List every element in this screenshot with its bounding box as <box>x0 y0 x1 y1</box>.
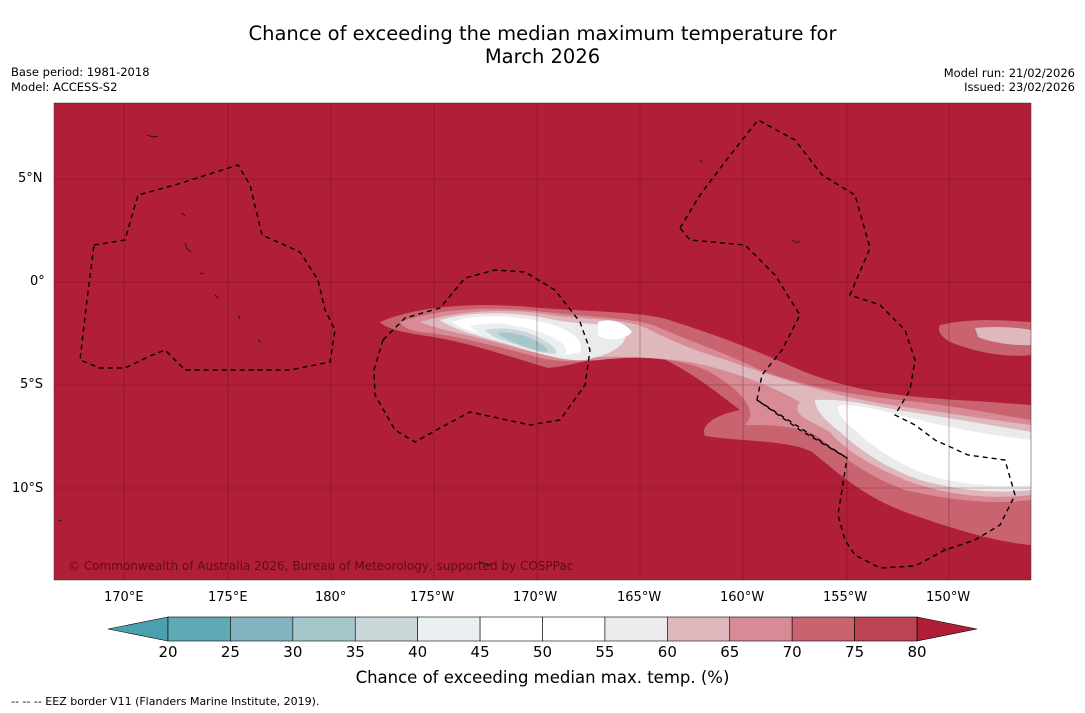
colorbar-tick-label: 65 <box>720 643 740 661</box>
contour-patch-ne-inner <box>975 326 1031 346</box>
lon-label-170w: 170°W <box>513 590 558 605</box>
graticule <box>54 103 1031 580</box>
colorbar-over-arrow <box>916 616 978 642</box>
eez-tuvalu <box>79 164 336 371</box>
eez-kiribati-line <box>679 119 1016 569</box>
colorbar-tick-label: 70 <box>782 643 802 661</box>
colorbar-swatch <box>230 616 294 642</box>
island <box>184 242 192 253</box>
eez-legend: -- -- -- EEZ border V11 (Flanders Marine… <box>11 695 320 708</box>
eez-kiribati-phoenix <box>373 269 591 443</box>
colorbar-tick-label: 25 <box>220 643 240 661</box>
contour-65 <box>380 305 1031 545</box>
lat-label-0: 0° <box>30 274 45 289</box>
island <box>237 314 241 320</box>
colorbar-swatch <box>729 616 793 642</box>
lon-label-175w: 175°W <box>410 590 455 605</box>
island <box>257 339 262 343</box>
island <box>791 239 801 244</box>
colorbar-tick-label: 20 <box>158 643 178 661</box>
colorbar-swatch <box>292 616 356 642</box>
colorbar-under-arrow <box>107 616 169 642</box>
lon-label-180: 180° <box>315 590 347 605</box>
island <box>214 294 219 299</box>
contour-30 <box>498 332 548 352</box>
island <box>199 272 205 275</box>
lon-label-165w: 165°W <box>617 590 662 605</box>
copyright-text: © Commonwealth of Australia 2026, Bureau… <box>68 559 573 573</box>
colorbar-swatch <box>604 616 668 642</box>
colorbar-tick-label: 50 <box>532 643 553 661</box>
lon-label-155w: 155°W <box>823 590 868 605</box>
colorbar <box>107 616 978 642</box>
lon-label-175e: 175°E <box>208 590 248 605</box>
lat-label-5s: 5°S <box>20 377 44 392</box>
eez-borders <box>79 119 1016 569</box>
colorbar-swatch <box>854 616 918 642</box>
colorbar-tick-label: 45 <box>470 643 490 661</box>
lat-label-5n: 5°N <box>18 171 43 186</box>
island <box>699 159 703 163</box>
colorbar-tick-label: 80 <box>907 643 927 661</box>
island <box>146 134 159 138</box>
lon-label-170e: 170°E <box>104 590 144 605</box>
island <box>941 547 948 551</box>
island <box>181 212 186 217</box>
model-name: Model: ACCESS-S2 <box>11 80 118 94</box>
contour-45 <box>452 316 1031 486</box>
colorbar-tick-label: 75 <box>845 643 865 661</box>
island <box>479 561 495 566</box>
map-title-line1: Chance of exceeding the median maximum t… <box>248 22 837 45</box>
colorbar-swatch <box>417 616 481 642</box>
colorbar-swatch <box>667 616 731 642</box>
colorbar-swatch <box>542 616 606 642</box>
colorbar-tick-label: 40 <box>408 643 428 661</box>
colorbar-label: Chance of exceeding median max. temp. (%… <box>355 668 730 687</box>
colorbar-swatch <box>354 616 418 642</box>
lon-label-150w: 150°W <box>926 590 971 605</box>
islands <box>57 134 948 566</box>
colorbar-tick-label: 30 <box>283 643 303 661</box>
base-period: Base period: 1981-2018 <box>11 65 150 79</box>
map-frame <box>53 102 1032 581</box>
island <box>57 519 63 522</box>
model-run: Model run: 21/02/2026 <box>943 66 1075 80</box>
colorbar-swatch <box>167 616 231 642</box>
colorbar-tick-label: 60 <box>657 643 677 661</box>
lon-label-160w: 160°W <box>720 590 765 605</box>
colorbar-tick-label: 55 <box>595 643 615 661</box>
colorbar-swatch <box>479 616 543 642</box>
lat-label-10s: 10°S <box>12 481 44 496</box>
colorbar-tick-label: 35 <box>345 643 365 661</box>
map-title-line2: March 2026 <box>484 45 601 68</box>
colorbar-swatch <box>791 616 855 642</box>
probability-field <box>380 305 1031 545</box>
issued-date: Issued: 23/02/2026 <box>964 80 1075 94</box>
